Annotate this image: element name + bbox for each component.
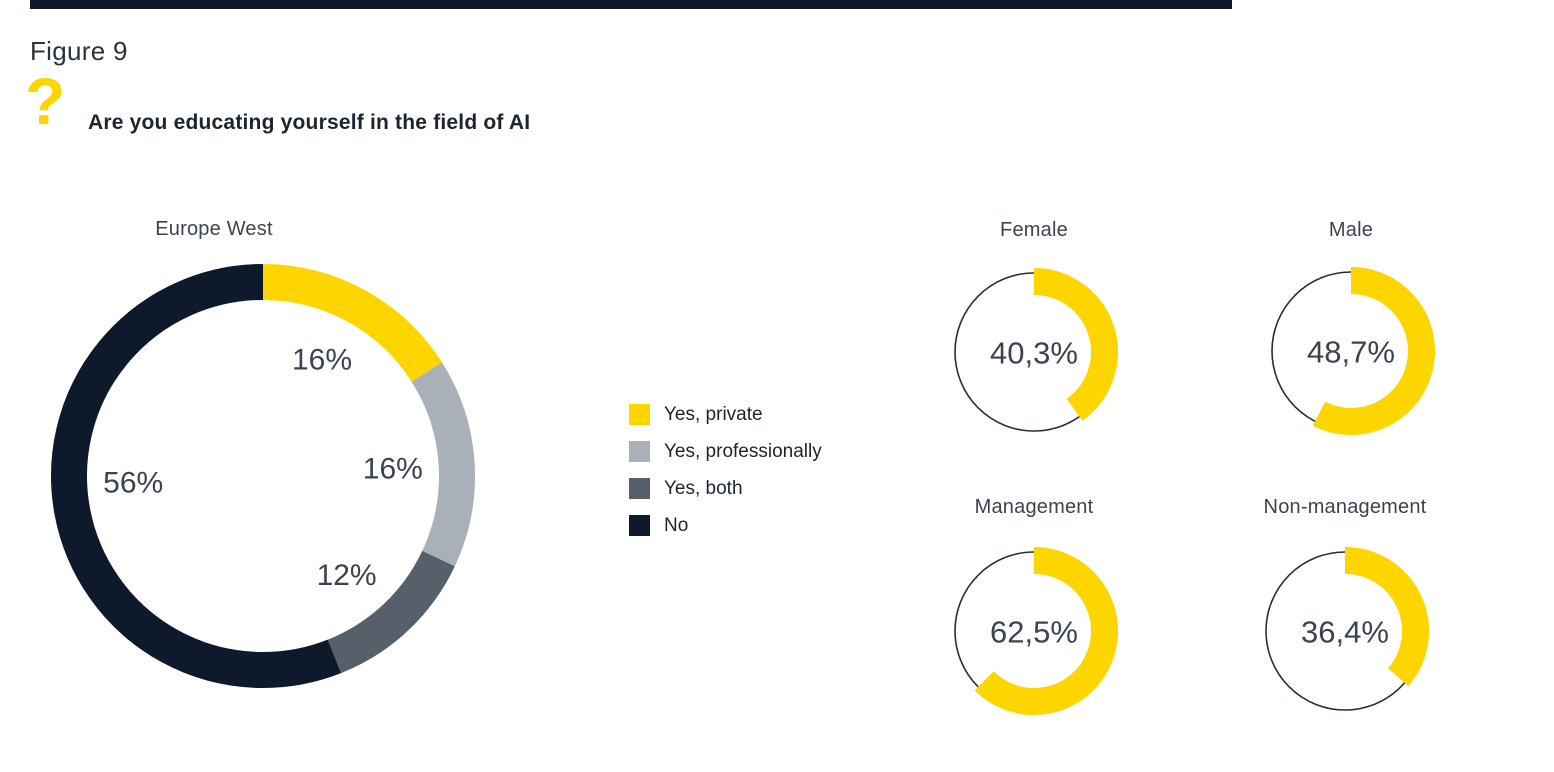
legend-label: Yes, professionally [664,440,822,462]
gauge-value-label: 62,5% [990,615,1078,650]
legend: Yes, private Yes, professionally Yes, both… [629,404,822,552]
legend-label: Yes, private [664,403,763,425]
donut-chart-europe-west: 16% 16% 12% 56% [51,264,475,688]
gauge-title: Male [1328,219,1374,241]
donut-slice [411,362,475,567]
gauge-value-arc [974,547,1118,715]
donut-slice [327,550,455,674]
donut-slice [51,264,342,688]
slice-value-label: 16% [292,344,352,377]
gauge-value-label: 48,7% [1307,335,1395,370]
gauge-title: Female [1000,219,1068,241]
gauge-chart-non-management: 36,4% [1265,547,1429,711]
legend-swatch [629,515,650,536]
gauge-chart-management: 62,5% [954,547,1118,715]
legend-swatch [629,404,650,425]
top-rule-divider [30,0,1232,9]
gauge-title: Management [974,496,1094,518]
gauge-title: Non-management [1263,496,1427,518]
legend-label: No [664,514,689,536]
legend-swatch [629,478,650,499]
legend-item: Yes, private [629,404,822,425]
legend-label: Yes, both [664,477,743,499]
gauge-value-label: 40,3% [990,336,1078,371]
donut-slice [262,264,442,382]
question-mark-icon: ? [25,64,66,138]
gauge-chart-female: 40,3% [954,268,1118,432]
question-title: Are you educating yourself in the field … [88,111,531,134]
slice-value-label: 16% [363,453,423,486]
legend-item: Yes, both [629,478,822,499]
slice-value-label: 12% [317,559,377,592]
slice-value-label: 56% [103,466,163,499]
gauge-value-label: 36,4% [1301,615,1389,650]
legend-item: No [629,515,822,536]
gauge-value-arc [1033,268,1118,421]
gauge-value-arc [1344,547,1429,687]
gauge-chart-male: 48,7% [1271,267,1435,435]
donut-title: Europe West [155,218,273,240]
legend-item: Yes, professionally [629,441,822,462]
figure-label: Figure 9 [30,36,128,66]
legend-swatch [629,441,650,462]
gauge-value-arc [1312,267,1435,435]
